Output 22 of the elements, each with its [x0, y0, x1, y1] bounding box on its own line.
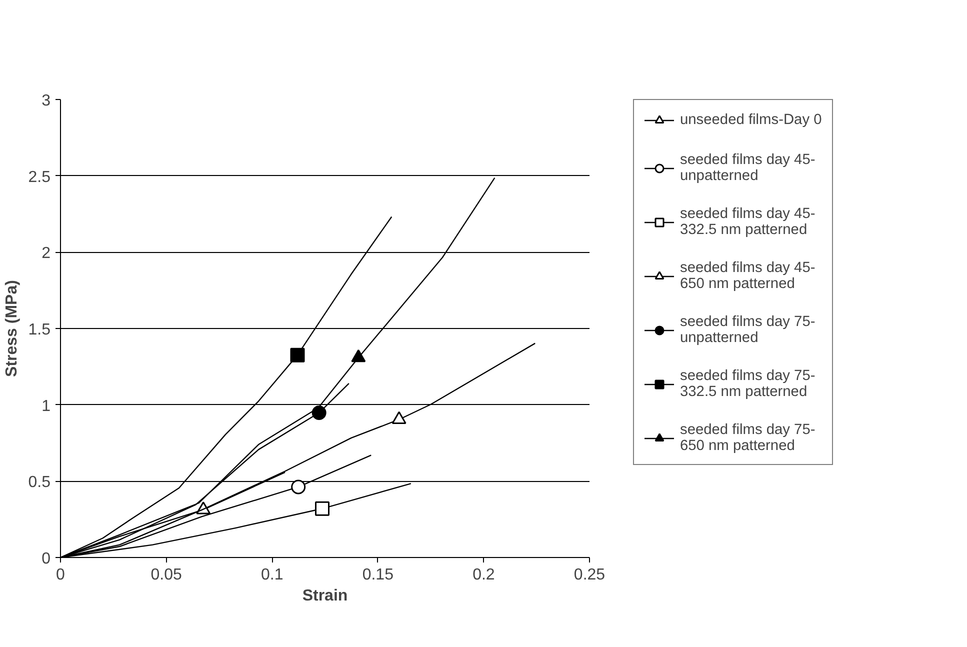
legend-label: unseeded films-Day 0: [680, 112, 822, 128]
x-tick-label: 0: [56, 566, 66, 584]
legend-label: seeded films day 75-unpatterned: [680, 314, 816, 346]
legend-label: seeded films day 75-332.5 nm patterned: [680, 368, 816, 400]
y-tick-label: 1.5: [28, 322, 51, 338]
x-tick-label: 0.2: [472, 566, 495, 584]
x-tick-label: 0.25: [574, 566, 606, 584]
y-tick-label: 0.5: [28, 474, 51, 492]
x-tick-label: 0.05: [150, 566, 182, 584]
y-tick-label: 0: [42, 550, 51, 568]
y-tick-label: 3: [42, 92, 51, 110]
y-tick-label: 1: [42, 398, 51, 415]
y-tick-label: 2: [42, 245, 51, 262]
legend-label: seeded films day 75-650 nm patterned: [680, 422, 816, 454]
x-tick-label: 0.1: [260, 566, 284, 584]
x-axis-title: Strain: [302, 588, 348, 604]
y-tick-label: 2.5: [28, 168, 51, 186]
legend-label: seeded films day 45-332.5 nm patterned: [680, 206, 816, 238]
legend-label: seeded films day 45-unpatterned: [680, 152, 816, 184]
x-tick-label: 0.15: [362, 566, 394, 584]
y-axis-title: Stress (MPa): [3, 280, 20, 377]
legend-label: seeded films day 45-650 nm patterned: [680, 260, 816, 292]
